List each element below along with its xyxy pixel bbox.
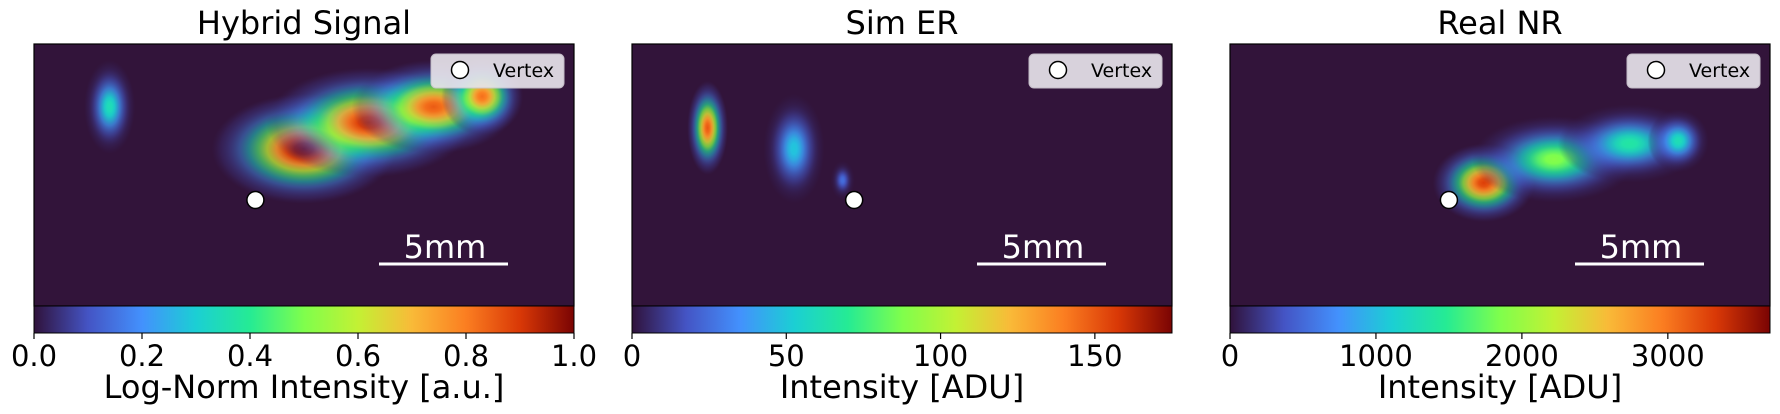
heat-blob [83,59,136,155]
colorbar-tick-label: 2000 [1485,339,1559,373]
colorbar-label: Intensity [ADU] [1378,368,1622,406]
colorbar [33,305,575,334]
vertex-marker-group [1439,190,1459,210]
colorbar-tick-label: 150 [1067,339,1122,373]
colorbar-ticks: 0 1000 2000 3000 [1221,333,1705,373]
scale-bar: 5mm [379,228,508,266]
vertex-marker [1439,190,1459,210]
vertex-marker-group [246,190,265,210]
colorbar-ticks: 0 50 100 150 [623,333,1123,373]
scale-bar: 5mm [1575,228,1704,266]
panel-title: Real NR [1437,4,1562,42]
scale-bar: 5mm [977,228,1106,266]
colorbar [1229,305,1771,334]
vertex-marker-group [844,190,864,210]
colorbar [631,305,1173,334]
legend-label: Vertex [1689,60,1750,82]
heat-blob [830,160,855,200]
scale-bar-label: 5mm [1002,228,1085,266]
heat-blob [687,80,729,175]
panel-title: Sim ER [846,4,959,42]
panel-title: Hybrid Signal [197,4,411,42]
legend-vertex-marker [1048,60,1068,80]
colorbar-tick-label: 0.4 [227,339,273,373]
colorbar-tick-label: 0.2 [119,339,165,373]
colorbar-label: Log-Norm Intensity [a.u.] [104,368,505,406]
heat-blob [763,93,825,204]
heatmap-blobs [687,80,855,204]
legend: Vertex [1626,53,1761,89]
legend: Vertex [430,53,565,89]
legend-label: Vertex [493,60,554,82]
heatmap-blobs [83,57,524,204]
colorbar-tick-label: 0.0 [11,339,57,373]
colorbar-tick-label: 100 [913,339,968,373]
vertex-marker [246,190,265,210]
colorbar-tick-label: 0 [623,339,641,373]
colorbar-tick-label: 0.6 [335,339,381,373]
scale-bar-label: 5mm [1600,228,1683,266]
legend-vertex-marker [1646,60,1666,80]
colorbar-tick-label: 1.0 [551,339,597,373]
colorbar-tick-label: 3000 [1631,339,1705,373]
heatmap-blobs [1432,104,1709,223]
legend: Vertex [1028,53,1163,89]
panel-real-nr: Real NR 5mm Vertex 0 1000 2000 3000 Intensi… [1221,4,1771,406]
panel-sim-er: Sim ER 5mm Vertex 0 50 100 150 Intensity [A… [623,4,1173,406]
panel-hybrid-signal: Hybrid Signal 5mm Vertex 0.0 0.2 0.4 0.6 0.8… [11,4,597,406]
colorbar-tick-label: 0 [1221,339,1239,373]
scale-bar-label: 5mm [404,228,487,266]
colorbar-label: Intensity [ADU] [780,368,1024,406]
legend-label: Vertex [1091,60,1152,82]
colorbar-tick-label: 1000 [1339,339,1413,373]
vertex-marker [844,190,864,210]
heat-blob [1647,109,1709,173]
legend-vertex-marker [450,60,470,80]
colorbar-tick-label: 50 [768,339,805,373]
colorbar-tick-label: 0.8 [443,339,489,373]
colorbar-ticks: 0.0 0.2 0.4 0.6 0.8 1.0 [11,333,597,373]
